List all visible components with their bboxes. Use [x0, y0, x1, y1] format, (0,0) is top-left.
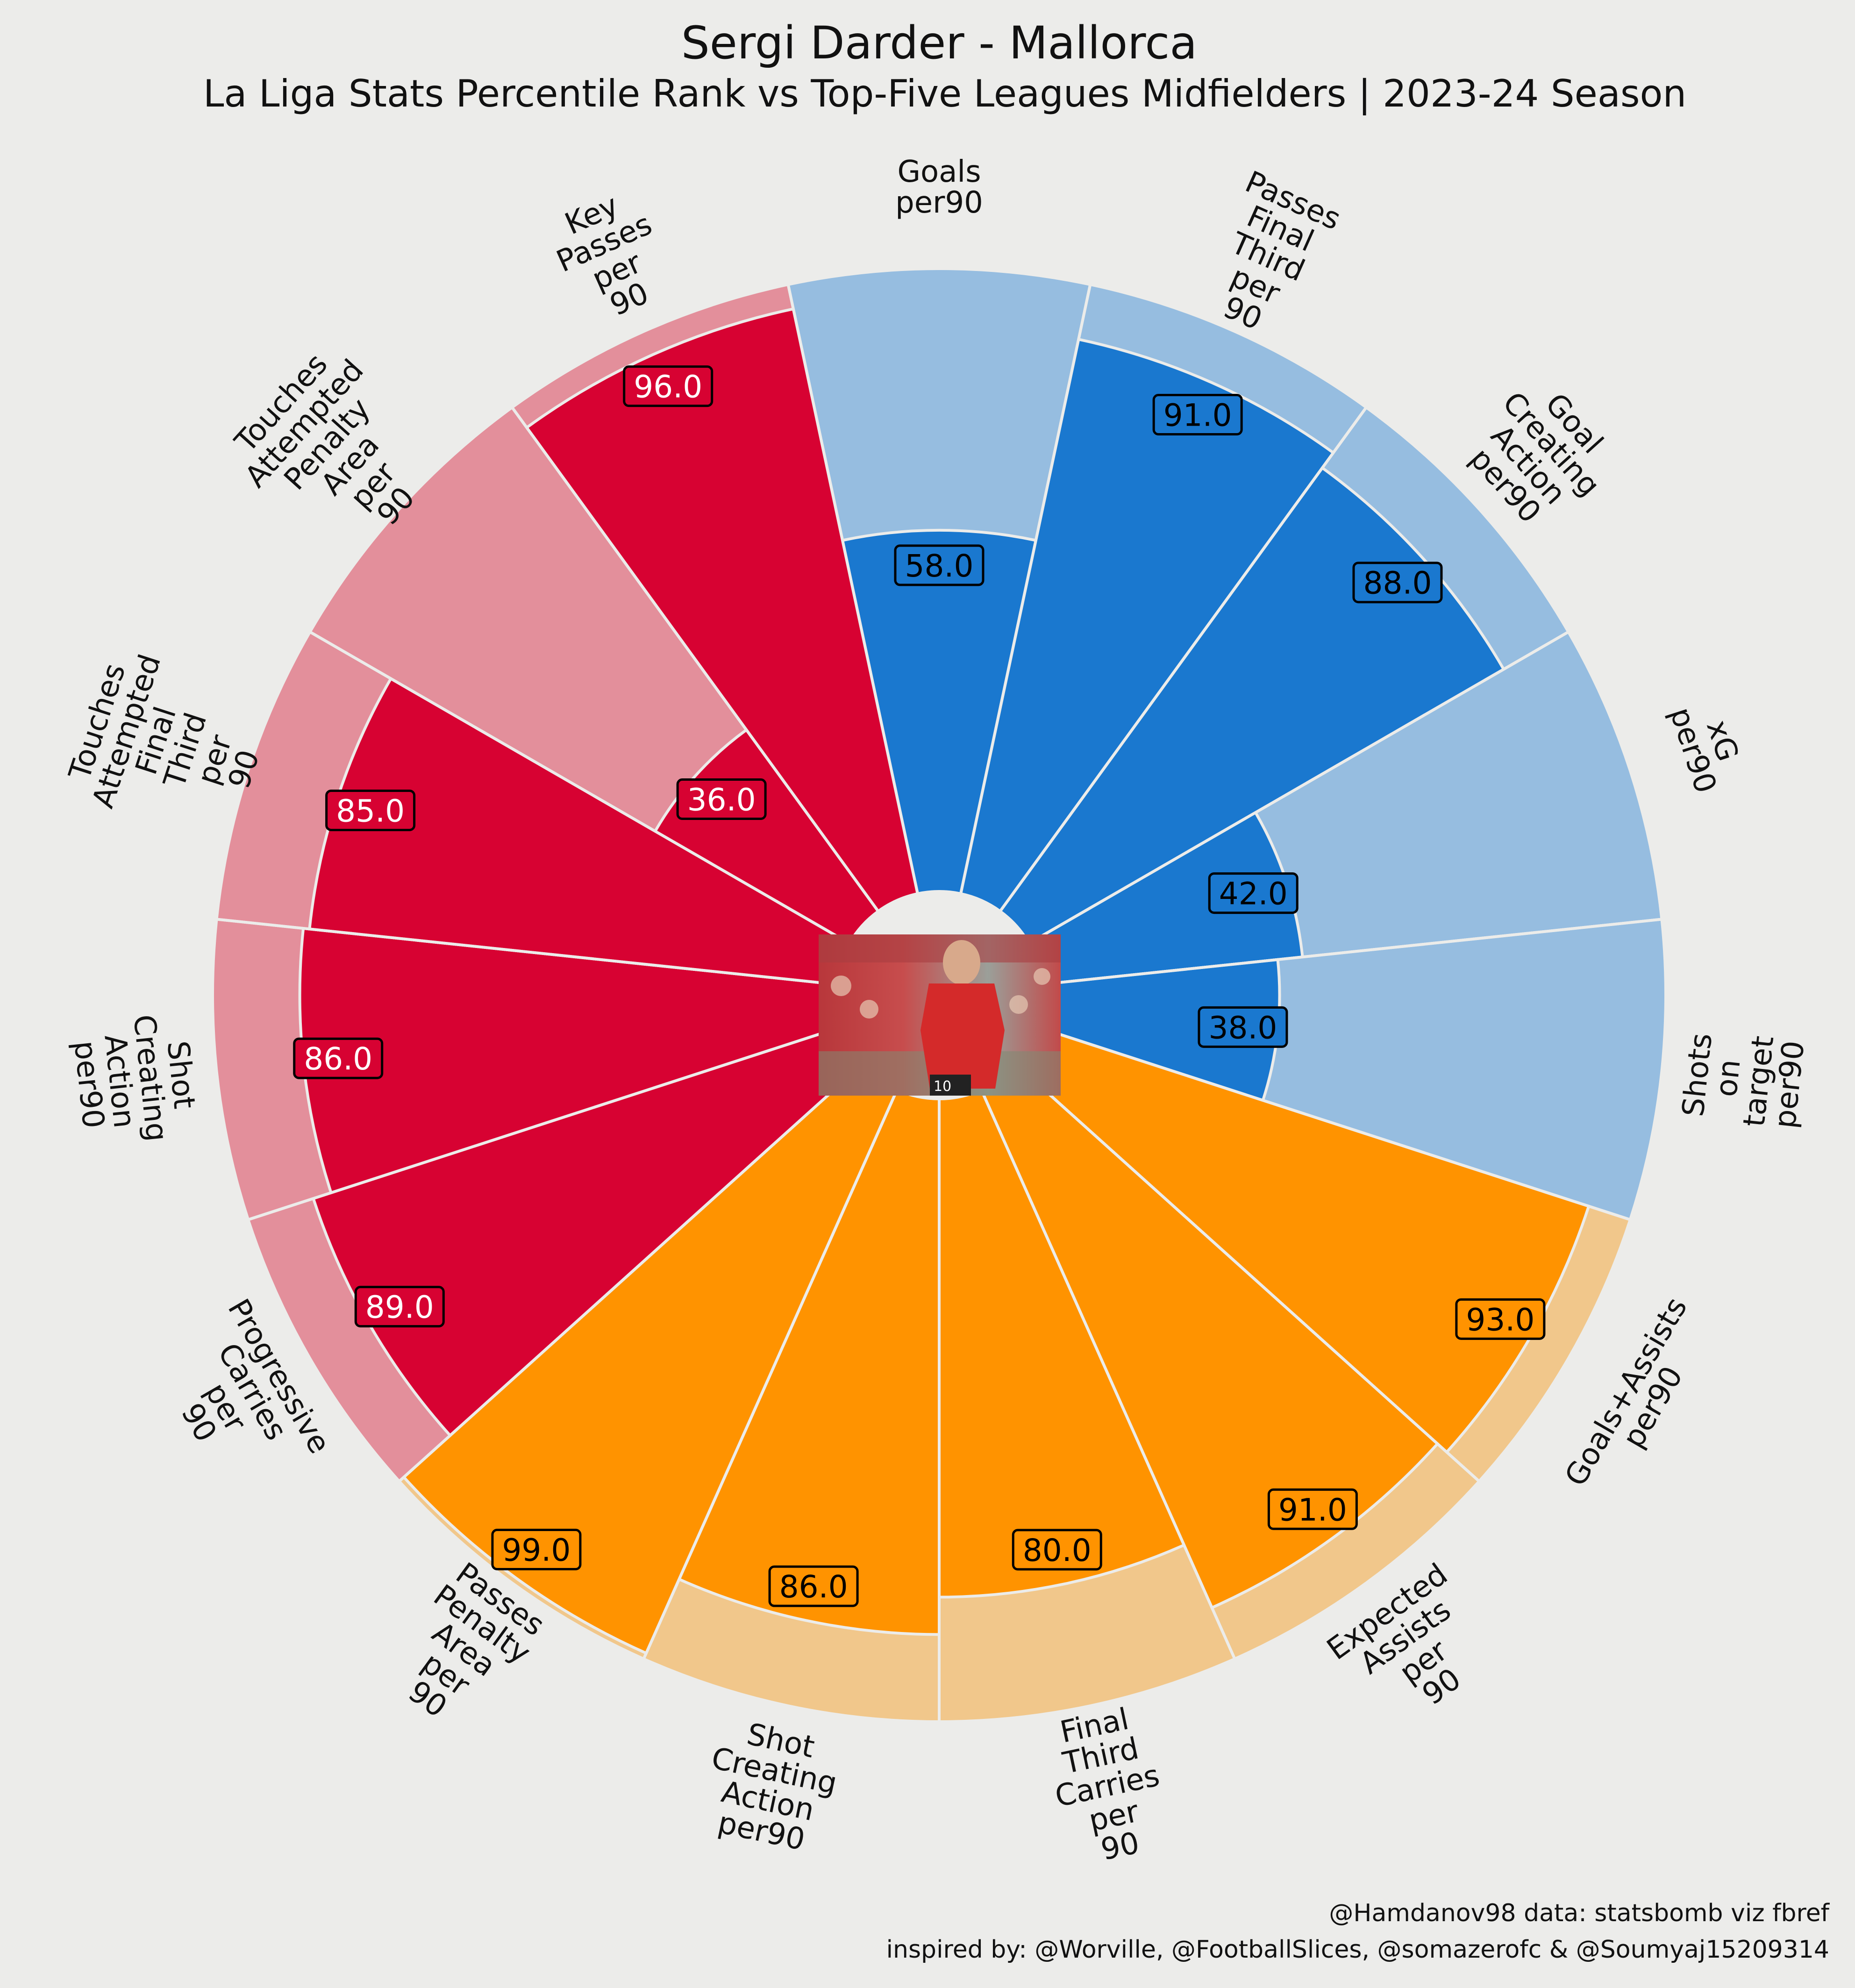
value-label: 89.0 — [354, 1286, 445, 1328]
spoke — [309, 630, 850, 945]
wedge-group — [211, 267, 1667, 1724]
value-label-text: 93.0 — [1466, 1302, 1534, 1338]
value-label-group: 58.0 91.0 88.0 42.0 38.0 93.0 91.0 80.0 86.0 99.0… — [293, 365, 1546, 1607]
value-label: 91.0 — [1267, 1488, 1358, 1530]
param-label: ShotCreatingActionper90 — [696, 1711, 847, 1862]
value-label: 58.0 — [894, 544, 985, 586]
spoke — [980, 1089, 1236, 1660]
value-label: 36.0 — [676, 778, 767, 820]
value-label: 85.0 — [325, 789, 416, 831]
chart-subtitle: La Liga Stats Percentile Rank vs Top-Fiv… — [203, 72, 1686, 116]
spoke — [511, 406, 879, 912]
value-label-text: 86.0 — [779, 1569, 848, 1605]
spoke — [398, 1063, 863, 1482]
value-label: 80.0 — [1012, 1529, 1102, 1571]
credit-line-2: inspired by: @Worville, @FootballSlices,… — [886, 1936, 1829, 1964]
jersey-number: 10 — [934, 1078, 951, 1095]
value-label-text: 58.0 — [905, 548, 974, 584]
value-label: 91.0 — [1152, 394, 1243, 436]
value-label: 96.0 — [623, 365, 713, 407]
value-label-text: 91.0 — [1278, 1492, 1347, 1528]
value-label-text: 86.0 — [304, 1041, 372, 1077]
value-label: 86.0 — [293, 1037, 384, 1079]
spoke — [248, 1026, 841, 1221]
value-label: 93.0 — [1455, 1298, 1546, 1340]
spoke — [1037, 1026, 1631, 1221]
spoke — [1042, 918, 1662, 986]
spoke — [786, 284, 919, 894]
spoke — [216, 918, 836, 986]
value-label-text: 88.0 — [1363, 565, 1432, 601]
player-photo: 10 — [819, 934, 1061, 1096]
value-label-text: 99.0 — [502, 1532, 571, 1568]
value-label-text: 80.0 — [1023, 1532, 1092, 1568]
value-label-text: 89.0 — [365, 1290, 434, 1325]
value-label-text: 38.0 — [1208, 1010, 1277, 1046]
spoke-group — [216, 284, 1662, 1722]
credit-line-1: @Hamdanov98 data: statsbomb viz fbref — [1329, 1899, 1830, 1927]
spoke — [642, 1089, 899, 1660]
value-label: 99.0 — [491, 1529, 582, 1571]
value-label: 42.0 — [1208, 872, 1298, 914]
value-label-text: 36.0 — [687, 782, 756, 818]
spoke — [1015, 1063, 1480, 1482]
value-label-text: 42.0 — [1219, 876, 1288, 912]
value-label-text: 91.0 — [1163, 398, 1232, 434]
spoke — [959, 284, 1092, 894]
value-label-text: 96.0 — [634, 369, 702, 405]
spoke — [999, 406, 1368, 912]
chart-title: Sergi Darder - Mallorca — [681, 17, 1197, 69]
value-label: 88.0 — [1352, 562, 1443, 604]
wedge-value — [841, 528, 1038, 896]
value-label-text: 85.0 — [336, 793, 405, 829]
param-label: Goals per90 — [895, 155, 983, 220]
spoke — [1028, 630, 1570, 945]
value-label: 38.0 — [1198, 1006, 1288, 1048]
value-label: 86.0 — [768, 1565, 859, 1607]
